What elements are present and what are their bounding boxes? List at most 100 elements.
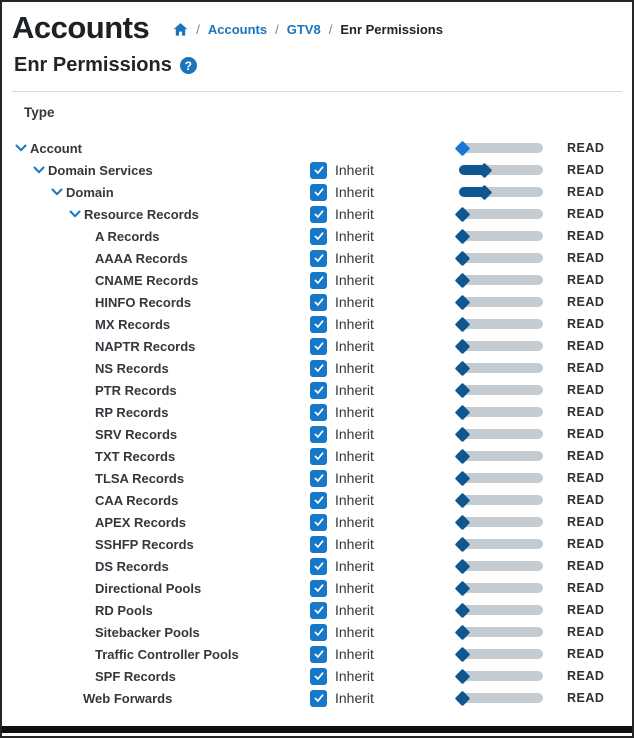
slider-track[interactable] [459,627,543,637]
inherit-checkbox[interactable] [310,425,327,443]
slider-track[interactable] [459,275,543,285]
slider-track[interactable] [459,253,543,263]
inherit-checkbox[interactable] [310,667,327,685]
inherit-checkbox[interactable] [310,337,327,355]
slider-track[interactable] [459,319,543,329]
permission-slider[interactable] [454,448,545,464]
inherit-checkbox[interactable] [310,579,327,597]
permission-slider[interactable] [454,426,545,442]
permission-slider[interactable] [455,162,545,178]
permission-slider[interactable] [454,338,545,354]
inherit-checkbox[interactable] [310,271,327,289]
permission-slider[interactable] [454,272,545,288]
inherit-label: Inherit [335,316,374,332]
slider-track[interactable] [459,605,543,615]
slider-track[interactable] [459,407,543,417]
inherit-checkbox[interactable] [310,469,327,487]
slider-track[interactable] [459,649,543,659]
column-header-type: Type [24,105,55,120]
page-header: Accounts / Accounts / GTV8 / Enr Permiss… [2,2,632,43]
inherit-checkbox[interactable] [310,161,327,179]
slider-track[interactable] [459,583,543,593]
permission-slider[interactable] [454,580,545,596]
tree-cell: TLSA Records [2,471,310,486]
permission-slider[interactable] [454,206,545,222]
slider-track[interactable] [459,363,543,373]
inherit-checkbox[interactable] [310,249,327,267]
inherit-checkbox[interactable] [310,227,327,245]
section-divider [12,91,622,92]
inherit-checkbox[interactable] [310,205,327,223]
chevron-down-icon[interactable] [32,163,46,177]
slider-track[interactable] [459,693,543,703]
permission-slider[interactable] [454,492,545,508]
inherit-checkbox[interactable] [310,403,327,421]
inherit-checkbox[interactable] [310,601,327,619]
inherit-checkbox[interactable] [310,557,327,575]
permission-slider[interactable] [455,184,545,200]
row-label: DS Records [95,558,169,574]
permission-slider[interactable] [454,624,545,640]
help-icon[interactable]: ? [179,57,197,74]
permission-slider[interactable] [454,536,545,552]
inherit-checkbox[interactable] [310,447,327,465]
slider-track[interactable] [459,341,543,351]
row-label: RD Pools [95,602,153,618]
inherit-checkbox[interactable] [310,359,327,377]
permission-row: RP Records Inherit READ [2,401,632,423]
slider-track[interactable] [459,165,543,175]
inherit-checkbox[interactable] [310,689,327,707]
slider-track[interactable] [459,231,543,241]
chevron-down-icon[interactable] [14,141,28,155]
permission-slider[interactable] [454,250,545,266]
chevron-down-icon[interactable] [50,185,64,199]
permission-slider[interactable] [454,404,545,420]
permission-slider[interactable] [454,690,545,706]
permission-slider[interactable] [454,558,545,574]
permission-row: HINFO Records Inherit READ [2,291,632,313]
slider-track[interactable] [459,429,543,439]
permission-slider[interactable] [454,316,545,332]
slider-track[interactable] [459,517,543,527]
inherit-label: Inherit [335,646,374,662]
slider-track[interactable] [459,495,543,505]
slider-track[interactable] [459,561,543,571]
permission-row: Domain Services Inherit READ [2,159,632,181]
permission-slider[interactable] [454,360,545,376]
slider-track[interactable] [459,297,543,307]
inherit-checkbox[interactable] [310,623,327,641]
permission-slider[interactable] [454,668,545,684]
inherit-checkbox[interactable] [310,535,327,553]
inherit-checkbox[interactable] [310,293,327,311]
permission-slider[interactable] [454,294,545,310]
slider-track[interactable] [459,473,543,483]
inherit-label: Inherit [335,426,374,442]
permission-slider[interactable] [454,382,545,398]
chevron-down-icon[interactable] [68,207,82,221]
breadcrumb-link-gtv8[interactable]: GTV8 [286,21,321,37]
permission-slider[interactable] [454,140,545,156]
slider-track[interactable] [459,143,543,153]
permission-slider[interactable] [454,514,545,530]
slider-track[interactable] [459,451,543,461]
inherit-checkbox[interactable] [310,645,327,663]
slider-track[interactable] [459,385,543,395]
inherit-checkbox[interactable] [310,315,327,333]
slider-track[interactable] [459,539,543,549]
permission-slider[interactable] [454,602,545,618]
slider-track[interactable] [459,671,543,681]
inherit-checkbox[interactable] [310,513,327,531]
breadcrumb-link-accounts[interactable]: Accounts [207,21,268,37]
inherit-label: Inherit [335,338,374,354]
inherit-label: Inherit [335,690,374,706]
inherit-checkbox[interactable] [310,183,327,201]
permission-value: READ [567,185,605,199]
permission-slider[interactable] [454,646,545,662]
permission-slider[interactable] [454,228,545,244]
inherit-checkbox[interactable] [310,491,327,509]
home-icon[interactable] [173,22,188,37]
slider-track[interactable] [459,209,543,219]
inherit-checkbox[interactable] [310,381,327,399]
permission-slider[interactable] [454,470,545,486]
slider-track[interactable] [459,187,543,197]
